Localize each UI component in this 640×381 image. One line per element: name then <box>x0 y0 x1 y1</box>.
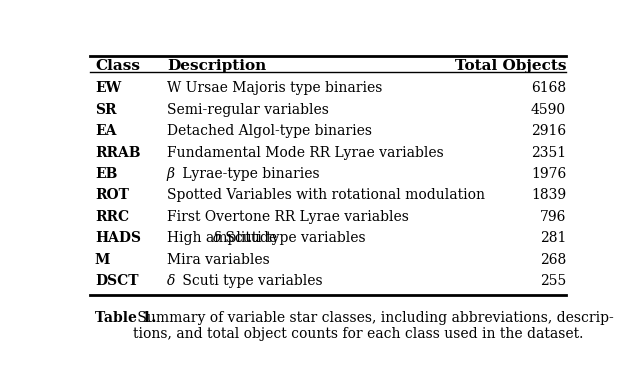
Text: RRAB: RRAB <box>95 146 140 160</box>
Text: Class: Class <box>95 59 140 73</box>
Text: Scuti type variables: Scuti type variables <box>178 274 323 288</box>
Text: 6168: 6168 <box>531 81 566 95</box>
Text: Total Objects: Total Objects <box>454 59 566 73</box>
Text: 1976: 1976 <box>531 167 566 181</box>
Text: 255: 255 <box>540 274 566 288</box>
Text: Fundamental Mode RR Lyrae variables: Fundamental Mode RR Lyrae variables <box>167 146 444 160</box>
Text: 4590: 4590 <box>531 102 566 117</box>
Text: 2351: 2351 <box>531 146 566 160</box>
Text: W Ursae Majoris type binaries: W Ursae Majoris type binaries <box>167 81 382 95</box>
Text: 796: 796 <box>540 210 566 224</box>
Text: HADS: HADS <box>95 231 141 245</box>
Text: EA: EA <box>95 124 116 138</box>
Text: ROT: ROT <box>95 188 129 202</box>
Text: Mira variables: Mira variables <box>167 253 269 267</box>
Text: DSCT: DSCT <box>95 274 138 288</box>
Text: Detached Algol-type binaries: Detached Algol-type binaries <box>167 124 372 138</box>
Text: δ: δ <box>212 231 221 245</box>
Text: Lyrae-type binaries: Lyrae-type binaries <box>178 167 319 181</box>
Text: 268: 268 <box>540 253 566 267</box>
Text: 281: 281 <box>540 231 566 245</box>
Text: EB: EB <box>95 167 117 181</box>
Text: δ: δ <box>167 274 175 288</box>
Text: Description: Description <box>167 59 266 73</box>
Text: SR: SR <box>95 102 116 117</box>
Text: 2916: 2916 <box>531 124 566 138</box>
Text: Semi-regular variables: Semi-regular variables <box>167 102 329 117</box>
Text: β: β <box>167 167 175 181</box>
Text: Table 1.: Table 1. <box>95 311 156 325</box>
Text: Summary of variable star classes, including abbreviations, descrip-
tions, and t: Summary of variable star classes, includ… <box>133 311 614 341</box>
Text: First Overtone RR Lyrae variables: First Overtone RR Lyrae variables <box>167 210 409 224</box>
Text: EW: EW <box>95 81 121 95</box>
Text: RRC: RRC <box>95 210 129 224</box>
Text: High amplitude: High amplitude <box>167 231 282 245</box>
Text: M: M <box>95 253 110 267</box>
Text: 1839: 1839 <box>531 188 566 202</box>
Text: Spotted Variables with rotational modulation: Spotted Variables with rotational modula… <box>167 188 485 202</box>
Text: Scuti type variables: Scuti type variables <box>221 231 366 245</box>
